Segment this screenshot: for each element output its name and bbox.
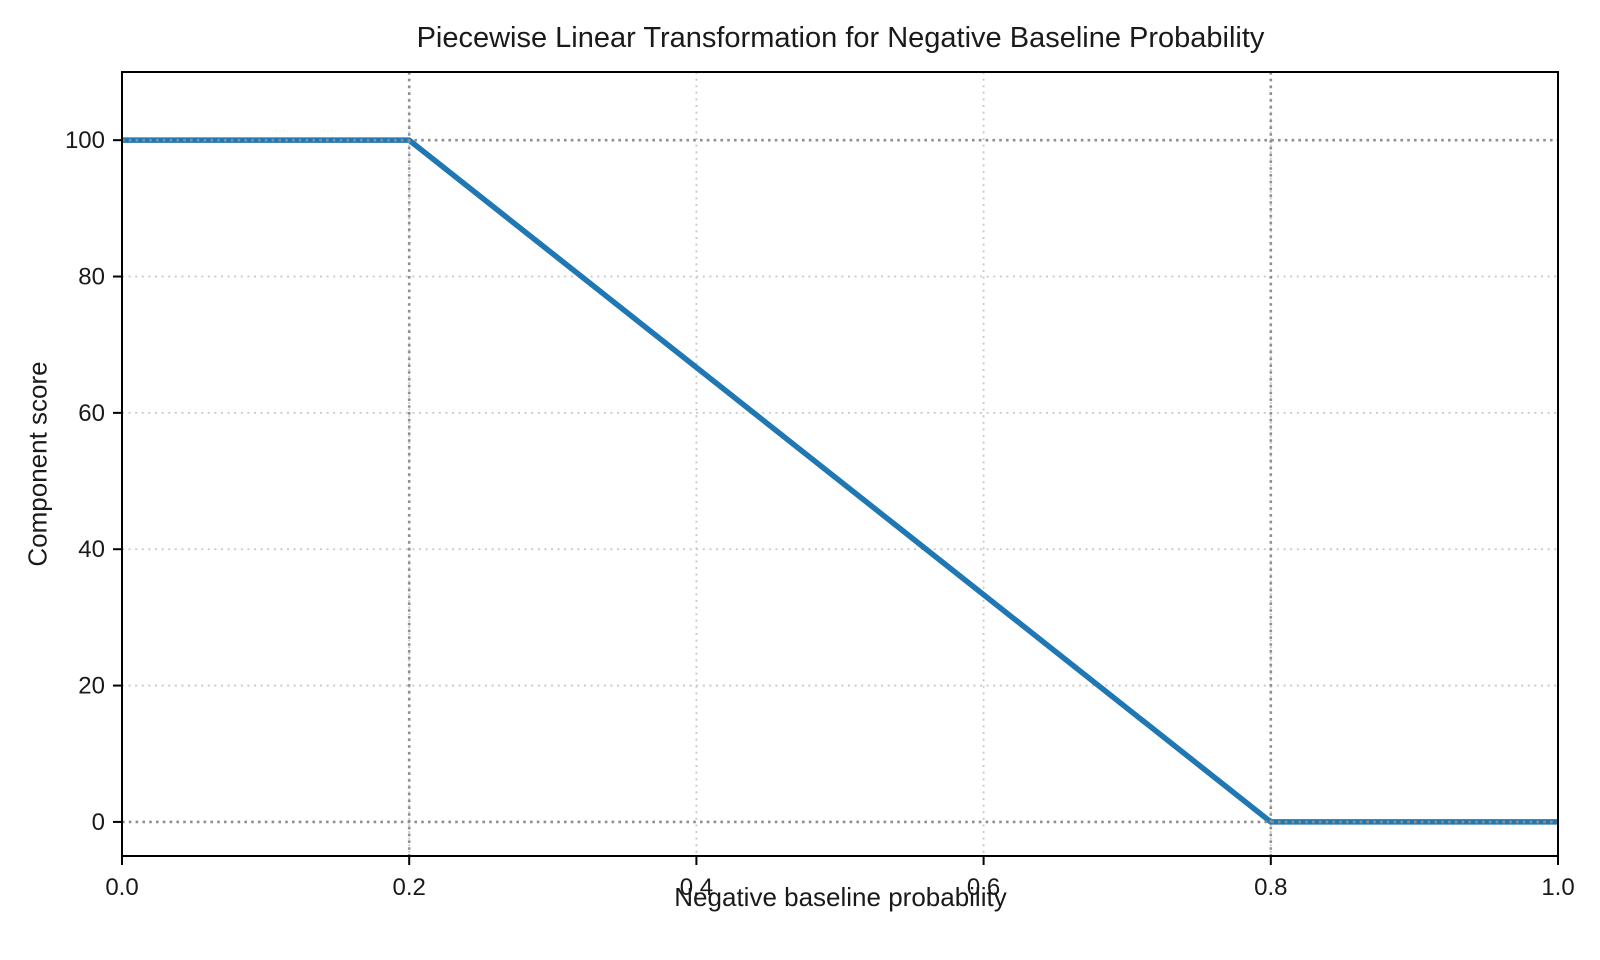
chart-title: Piecewise Linear Transformation for Nega… [416,22,1265,54]
y-tick-label: 60 [78,400,105,427]
x-tick-label: 0.2 [393,874,426,901]
axes-frame [121,71,1559,857]
y-tick-label: 80 [78,264,105,291]
y-tick-label: 100 [65,127,105,154]
x-tick-label: 0.6 [967,874,1000,901]
x-tick-label: 1.0 [1541,874,1574,901]
y-tick-label: 20 [78,673,105,700]
x-tick-label: 0.8 [1254,874,1287,901]
x-tick-label: 0.0 [105,874,138,901]
series-component-score-line [122,137,1558,825]
x-tick-label: 0.4 [680,874,713,901]
y-tick-label: 40 [78,536,105,563]
x-axis-label: Negative baseline probability [674,882,1007,912]
y-tick-label: 0 [92,809,105,836]
